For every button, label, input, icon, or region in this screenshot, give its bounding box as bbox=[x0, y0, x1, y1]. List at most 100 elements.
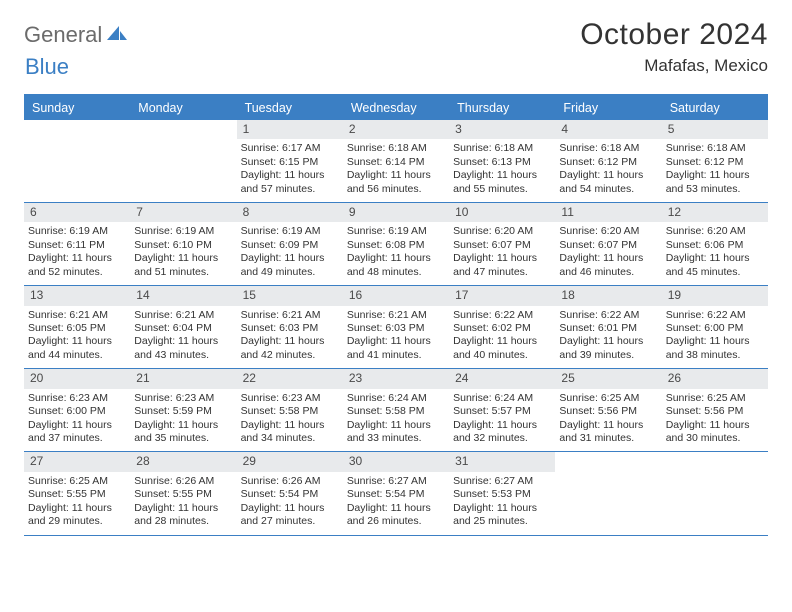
day1-text: Daylight: 11 hours bbox=[453, 252, 551, 265]
weekday-header: Tuesday bbox=[237, 96, 343, 120]
day2-text: and 35 minutes. bbox=[134, 432, 232, 445]
day1-text: Daylight: 11 hours bbox=[241, 419, 339, 432]
day-number: 31 bbox=[449, 452, 555, 471]
day-number: 29 bbox=[237, 452, 343, 471]
sunrise-text: Sunrise: 6:27 AM bbox=[453, 475, 551, 488]
sunset-text: Sunset: 6:13 PM bbox=[453, 156, 551, 169]
sunrise-text: Sunrise: 6:25 AM bbox=[666, 392, 764, 405]
sunset-text: Sunset: 6:04 PM bbox=[134, 322, 232, 335]
day-cell: 29Sunrise: 6:26 AMSunset: 5:54 PMDayligh… bbox=[237, 452, 343, 534]
day2-text: and 26 minutes. bbox=[347, 515, 445, 528]
sunrise-text: Sunrise: 6:25 AM bbox=[559, 392, 657, 405]
sunrise-text: Sunrise: 6:21 AM bbox=[241, 309, 339, 322]
day-cell: 5Sunrise: 6:18 AMSunset: 6:12 PMDaylight… bbox=[662, 120, 768, 202]
day-cell: 26Sunrise: 6:25 AMSunset: 5:56 PMDayligh… bbox=[662, 369, 768, 451]
day2-text: and 53 minutes. bbox=[666, 183, 764, 196]
sunrise-text: Sunrise: 6:25 AM bbox=[28, 475, 126, 488]
weekday-header-row: SundayMondayTuesdayWednesdayThursdayFrid… bbox=[24, 96, 768, 120]
sunrise-text: Sunrise: 6:19 AM bbox=[347, 225, 445, 238]
logo-sail-icon bbox=[106, 24, 128, 47]
day-cell: 20Sunrise: 6:23 AMSunset: 6:00 PMDayligh… bbox=[24, 369, 130, 451]
week-row: ..1Sunrise: 6:17 AMSunset: 6:15 PMDaylig… bbox=[24, 120, 768, 203]
day-number: 18 bbox=[555, 286, 661, 305]
empty-cell: . bbox=[130, 120, 236, 202]
logo-text-blue: Blue bbox=[25, 54, 69, 79]
sunset-text: Sunset: 5:54 PM bbox=[347, 488, 445, 501]
day2-text: and 30 minutes. bbox=[666, 432, 764, 445]
day2-text: and 25 minutes. bbox=[453, 515, 551, 528]
day1-text: Daylight: 11 hours bbox=[347, 169, 445, 182]
logo-text-general: General bbox=[24, 22, 102, 48]
day-cell: 17Sunrise: 6:22 AMSunset: 6:02 PMDayligh… bbox=[449, 286, 555, 368]
day2-text: and 42 minutes. bbox=[241, 349, 339, 362]
sunset-text: Sunset: 5:55 PM bbox=[28, 488, 126, 501]
day1-text: Daylight: 11 hours bbox=[453, 335, 551, 348]
sunrise-text: Sunrise: 6:17 AM bbox=[241, 142, 339, 155]
empty-cell: . bbox=[24, 120, 130, 202]
day1-text: Daylight: 11 hours bbox=[666, 335, 764, 348]
day2-text: and 34 minutes. bbox=[241, 432, 339, 445]
day-cell: 16Sunrise: 6:21 AMSunset: 6:03 PMDayligh… bbox=[343, 286, 449, 368]
day1-text: Daylight: 11 hours bbox=[241, 335, 339, 348]
day2-text: and 32 minutes. bbox=[453, 432, 551, 445]
day2-text: and 40 minutes. bbox=[453, 349, 551, 362]
day-number: 3 bbox=[449, 120, 555, 139]
sunset-text: Sunset: 6:03 PM bbox=[241, 322, 339, 335]
day-cell: 30Sunrise: 6:27 AMSunset: 5:54 PMDayligh… bbox=[343, 452, 449, 534]
day2-text: and 29 minutes. bbox=[28, 515, 126, 528]
day-cell: 31Sunrise: 6:27 AMSunset: 5:53 PMDayligh… bbox=[449, 452, 555, 534]
day1-text: Daylight: 11 hours bbox=[28, 419, 126, 432]
day-number: 25 bbox=[555, 369, 661, 388]
logo: General bbox=[24, 22, 108, 48]
sunset-text: Sunset: 6:01 PM bbox=[559, 322, 657, 335]
week-row: 20Sunrise: 6:23 AMSunset: 6:00 PMDayligh… bbox=[24, 369, 768, 452]
day1-text: Daylight: 11 hours bbox=[559, 169, 657, 182]
day1-text: Daylight: 11 hours bbox=[134, 419, 232, 432]
day2-text: and 52 minutes. bbox=[28, 266, 126, 279]
sunset-text: Sunset: 5:58 PM bbox=[347, 405, 445, 418]
day2-text: and 43 minutes. bbox=[134, 349, 232, 362]
sunset-text: Sunset: 5:58 PM bbox=[241, 405, 339, 418]
day1-text: Daylight: 11 hours bbox=[134, 252, 232, 265]
sunrise-text: Sunrise: 6:21 AM bbox=[347, 309, 445, 322]
sunrise-text: Sunrise: 6:26 AM bbox=[241, 475, 339, 488]
sunset-text: Sunset: 6:07 PM bbox=[559, 239, 657, 252]
sunrise-text: Sunrise: 6:20 AM bbox=[666, 225, 764, 238]
day2-text: and 41 minutes. bbox=[347, 349, 445, 362]
day-number: 6 bbox=[24, 203, 130, 222]
day2-text: and 46 minutes. bbox=[559, 266, 657, 279]
day1-text: Daylight: 11 hours bbox=[559, 252, 657, 265]
sunset-text: Sunset: 6:11 PM bbox=[28, 239, 126, 252]
empty-cell: . bbox=[662, 452, 768, 534]
sunrise-text: Sunrise: 6:20 AM bbox=[453, 225, 551, 238]
day-number: 1 bbox=[237, 120, 343, 139]
sunrise-text: Sunrise: 6:18 AM bbox=[347, 142, 445, 155]
sunrise-text: Sunrise: 6:24 AM bbox=[453, 392, 551, 405]
day-cell: 4Sunrise: 6:18 AMSunset: 6:12 PMDaylight… bbox=[555, 120, 661, 202]
day2-text: and 37 minutes. bbox=[28, 432, 126, 445]
day-cell: 3Sunrise: 6:18 AMSunset: 6:13 PMDaylight… bbox=[449, 120, 555, 202]
day1-text: Daylight: 11 hours bbox=[453, 419, 551, 432]
sunset-text: Sunset: 6:06 PM bbox=[666, 239, 764, 252]
sunset-text: Sunset: 5:57 PM bbox=[453, 405, 551, 418]
day-cell: 27Sunrise: 6:25 AMSunset: 5:55 PMDayligh… bbox=[24, 452, 130, 534]
day-number: 26 bbox=[662, 369, 768, 388]
day-number: 22 bbox=[237, 369, 343, 388]
sunrise-text: Sunrise: 6:23 AM bbox=[241, 392, 339, 405]
day1-text: Daylight: 11 hours bbox=[28, 502, 126, 515]
day2-text: and 44 minutes. bbox=[28, 349, 126, 362]
sunset-text: Sunset: 6:12 PM bbox=[559, 156, 657, 169]
day1-text: Daylight: 11 hours bbox=[347, 335, 445, 348]
day1-text: Daylight: 11 hours bbox=[666, 169, 764, 182]
day2-text: and 31 minutes. bbox=[559, 432, 657, 445]
day2-text: and 48 minutes. bbox=[347, 266, 445, 279]
day-number: 20 bbox=[24, 369, 130, 388]
sunset-text: Sunset: 6:00 PM bbox=[666, 322, 764, 335]
day-number: 13 bbox=[24, 286, 130, 305]
day1-text: Daylight: 11 hours bbox=[453, 502, 551, 515]
day2-text: and 38 minutes. bbox=[666, 349, 764, 362]
day-cell: 18Sunrise: 6:22 AMSunset: 6:01 PMDayligh… bbox=[555, 286, 661, 368]
day-cell: 23Sunrise: 6:24 AMSunset: 5:58 PMDayligh… bbox=[343, 369, 449, 451]
week-row: 13Sunrise: 6:21 AMSunset: 6:05 PMDayligh… bbox=[24, 286, 768, 369]
day-cell: 14Sunrise: 6:21 AMSunset: 6:04 PMDayligh… bbox=[130, 286, 236, 368]
